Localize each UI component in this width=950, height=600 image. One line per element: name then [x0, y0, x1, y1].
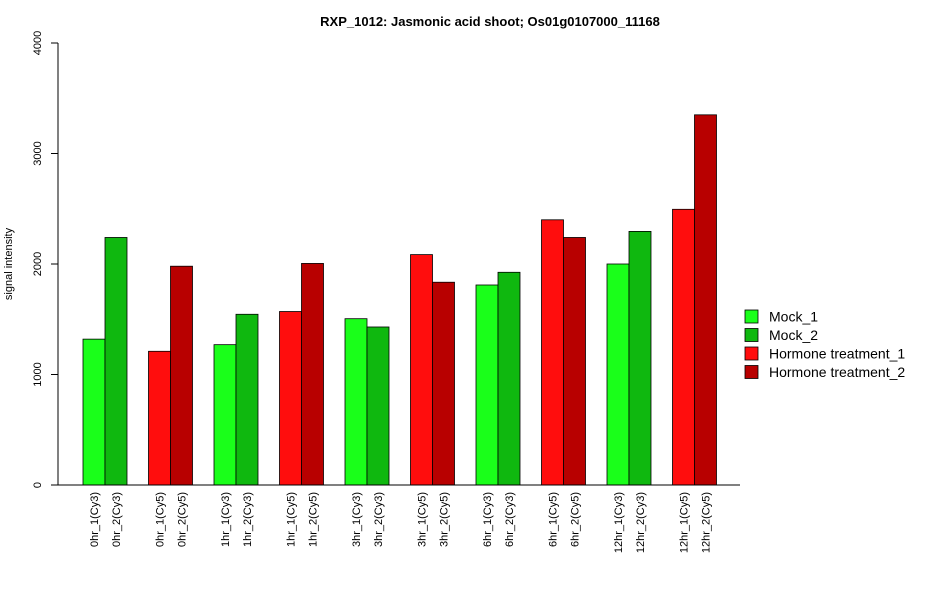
bar — [235, 313, 259, 486]
x-tick-label: 3hr_2(Cy3) — [373, 492, 385, 547]
y-tick-label: 4000 — [32, 31, 44, 55]
legend-swatch — [744, 365, 759, 379]
x-tick-label: 6hr_2(Cy5) — [570, 492, 582, 547]
x-tick-label: 12hr_2(Cy3) — [635, 492, 647, 553]
y-axis: 0 1000 2000 3000 4000 — [32, 31, 59, 488]
bar — [475, 284, 499, 486]
bar — [672, 208, 695, 486]
chart-title: RXP_1012: Jasmonic acid shoot; Os01g0107… — [320, 14, 660, 29]
x-tick-label: 3hr_1(Cy5) — [417, 492, 429, 547]
bar — [497, 271, 521, 486]
x-tick-label: 6hr_1(Cy5) — [548, 492, 560, 547]
y-axis-label: signal intensity — [3, 227, 15, 300]
bar — [104, 237, 128, 486]
bar — [344, 318, 368, 486]
bar — [279, 311, 302, 486]
legend-label: Mock_2 — [769, 327, 818, 343]
bar — [82, 338, 106, 486]
legend-label: Mock_1 — [769, 309, 818, 325]
legend-label: Hormone treatment_2 — [769, 364, 905, 380]
x-tick-label: 6hr_2(Cy3) — [504, 492, 516, 547]
y-tick-label: 1000 — [32, 362, 44, 386]
bar — [170, 265, 193, 486]
bars — [82, 114, 717, 486]
x-tick-label: 1hr_1(Cy3) — [220, 492, 232, 547]
bar — [628, 231, 652, 486]
y-tick-label: 2000 — [32, 252, 44, 276]
x-tick-label: 12hr_2(Cy5) — [701, 492, 713, 553]
bar — [366, 326, 390, 486]
x-tick-label: 3hr_1(Cy3) — [351, 492, 363, 547]
y-tick-label: 3000 — [32, 141, 44, 165]
legend-label: Hormone treatment_1 — [769, 346, 905, 362]
legend-swatch — [744, 346, 759, 361]
x-tick-label: 3hr_2(Cy5) — [439, 492, 451, 547]
x-tick-label: 0hr_2(Cy5) — [177, 492, 189, 547]
y-tick-label: 0 — [32, 482, 44, 488]
legend: Mock_1 Mock_2 Hormone treatment_1 Hormone t… — [744, 309, 905, 380]
x-tick-label: 12hr_1(Cy3) — [613, 492, 625, 553]
legend-swatch — [744, 309, 759, 324]
x-tick-label: 1hr_2(Cy5) — [308, 492, 320, 547]
bar — [301, 263, 324, 486]
x-tick-label: 1hr_2(Cy3) — [242, 492, 254, 547]
bar — [606, 263, 630, 486]
bar — [432, 281, 455, 486]
bar — [148, 350, 171, 486]
x-tick-label: 6hr_1(Cy3) — [482, 492, 494, 547]
bar — [541, 219, 564, 486]
x-tick-label: 0hr_1(Cy3) — [89, 492, 101, 547]
bar — [694, 114, 717, 486]
legend-swatch — [744, 328, 759, 342]
bar — [213, 344, 237, 486]
x-tick-label: 0hr_1(Cy5) — [155, 492, 167, 547]
x-tick-label: 0hr_2(Cy3) — [111, 492, 123, 547]
x-tick-label: 12hr_1(Cy5) — [679, 492, 691, 553]
bar — [563, 237, 586, 486]
x-axis-tick-labels: 0hr_1(Cy3) 0hr_2(Cy3) 0hr_1(Cy5) 0hr_2(Cy5)… — [89, 492, 713, 553]
bar — [410, 254, 433, 486]
x-tick-label: 1hr_1(Cy5) — [286, 492, 298, 547]
